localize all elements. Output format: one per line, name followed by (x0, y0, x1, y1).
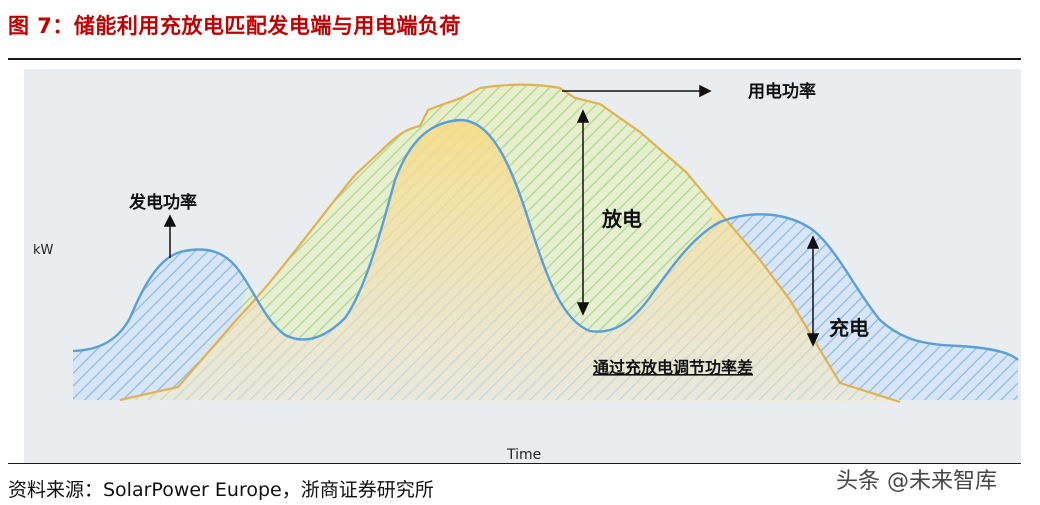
figure-title: 图 7：储能利用充放电匹配发电端与用电端负荷 (8, 14, 461, 38)
charge-arrow-bottom (806, 333, 820, 347)
source-note: 资料来源：SolarPower Europe，浙商证券研究所 (8, 479, 434, 501)
generation-line (72, 118, 1019, 361)
generation-pointer-head (163, 214, 177, 227)
consumption-pointer-head (699, 84, 712, 98)
overlap-area (120, 120, 900, 400)
discharge-label: 放电 (601, 207, 642, 231)
balance-label: 通过充放电调节功率差 (593, 358, 753, 377)
watermark: 头条 @未来智库 (836, 469, 997, 494)
discharge-hatch-area (238, 84, 712, 340)
charge-arrow-top (806, 235, 820, 249)
title-rule (8, 58, 1021, 60)
x-axis-label: Time (506, 447, 541, 463)
discharge-arrow-bottom (576, 302, 590, 316)
charge-label: 充电 (829, 316, 869, 340)
generation-label: 发电功率 (128, 192, 197, 213)
consumption-line (119, 83, 901, 404)
y-axis-label: kW (33, 243, 54, 258)
discharge-arrow-top (576, 109, 590, 123)
consumption-label: 用电功率 (748, 81, 816, 102)
source-rule (8, 463, 1021, 464)
